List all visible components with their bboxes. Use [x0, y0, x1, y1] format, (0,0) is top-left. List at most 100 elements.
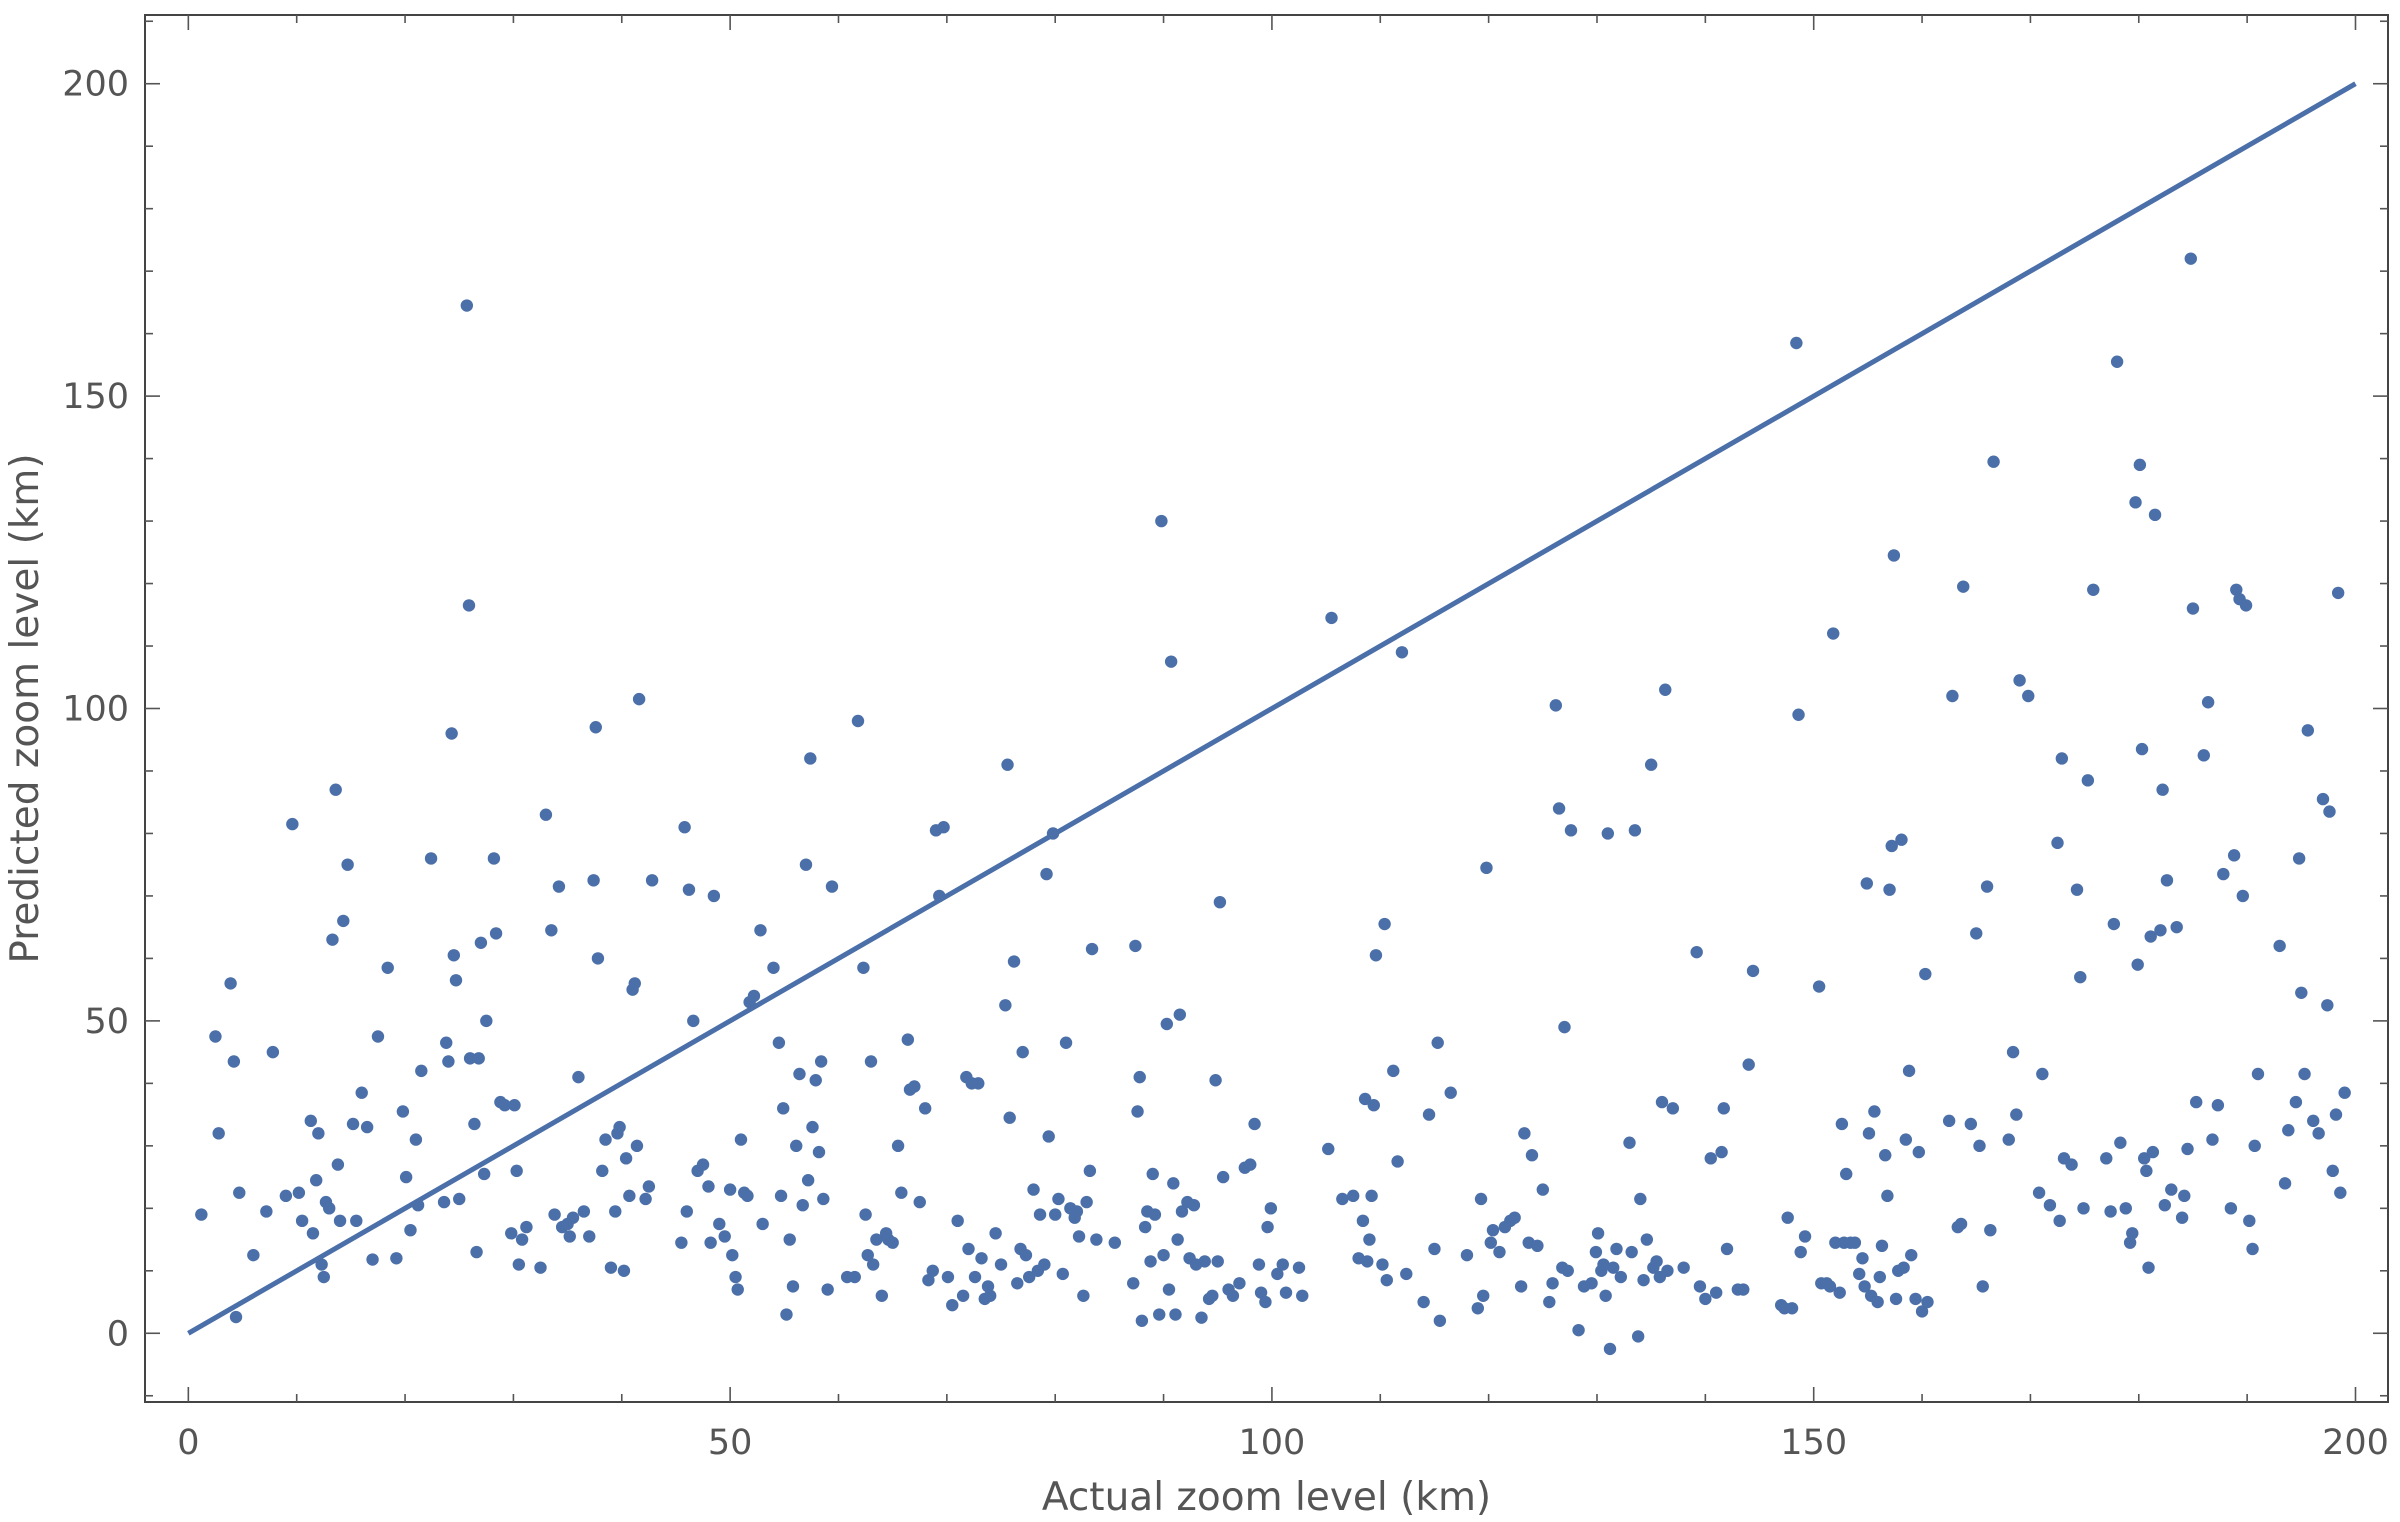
data-point	[366, 1253, 379, 1266]
data-point	[2230, 583, 2243, 596]
x-tick-label: 0	[177, 1423, 199, 1463]
data-point	[2010, 1108, 2023, 1121]
data-point	[404, 1223, 417, 1237]
data-point	[1484, 1236, 1498, 1249]
data-point	[1921, 1295, 1934, 1309]
data-point	[333, 1214, 347, 1228]
data-point	[1129, 939, 1142, 953]
data-point	[1915, 1305, 1929, 1318]
data-point	[2282, 1124, 2295, 1137]
data-point	[1631, 1330, 1645, 1343]
data-point	[1885, 839, 1898, 853]
data-point	[310, 1174, 323, 1187]
data-point	[1428, 1242, 1441, 1256]
data-point	[286, 817, 299, 831]
data-point	[1001, 758, 1014, 771]
data-point	[1546, 1277, 1559, 1290]
data-point	[2175, 1211, 2189, 1224]
data-point	[675, 1236, 688, 1249]
data-point	[1380, 1273, 1393, 1287]
data-point	[312, 1127, 325, 1140]
data-point	[1709, 1286, 1723, 1299]
data-point	[480, 1014, 493, 1028]
data-point	[260, 1205, 273, 1218]
data-point	[989, 1227, 1002, 1240]
y-tick-label: 200	[62, 65, 129, 105]
data-point	[306, 1227, 320, 1240]
data-point	[2248, 1139, 2261, 1153]
data-point	[2144, 930, 2157, 943]
data-point	[331, 1158, 345, 1171]
data-point	[247, 1248, 260, 1262]
data-point	[799, 858, 813, 871]
data-point	[1127, 1277, 1140, 1290]
data-point	[1871, 1295, 1884, 1309]
data-point	[2246, 1242, 2259, 1256]
data-point	[1206, 1289, 1219, 1302]
data-point	[355, 1086, 368, 1099]
data-point	[2114, 1136, 2127, 1149]
data-point	[1252, 1258, 1266, 1271]
data-point	[2165, 1183, 2178, 1196]
data-point	[937, 821, 950, 834]
data-point	[1655, 1095, 1669, 1109]
data-point	[360, 1120, 374, 1134]
data-point	[1970, 927, 1983, 940]
data-point	[534, 1261, 547, 1274]
data-point	[2131, 958, 2144, 971]
data-point	[1279, 1286, 1293, 1299]
data-point	[2289, 1095, 2303, 1109]
data-point	[1650, 1255, 1663, 1268]
x-axis: 0 50 100 150 200	[177, 15, 2389, 1463]
data-point	[453, 1192, 466, 1206]
data-point	[913, 1195, 926, 1209]
data-point	[1271, 1267, 1284, 1281]
data-point	[545, 924, 558, 937]
data-point	[445, 727, 458, 740]
data-point	[741, 1189, 754, 1203]
data-point	[390, 1252, 403, 1265]
data-point	[623, 1189, 636, 1203]
data-point	[1471, 1302, 1484, 1315]
data-point	[566, 1211, 580, 1224]
data-point	[926, 1264, 939, 1277]
data-point	[680, 1205, 693, 1218]
data-point	[922, 1273, 935, 1287]
data-point	[1835, 1117, 1849, 1131]
data-point	[2224, 1202, 2238, 1215]
data-point	[1881, 1189, 1894, 1203]
data-point	[1954, 1217, 1968, 1231]
data-point	[941, 1270, 955, 1284]
data-point	[857, 961, 870, 974]
data-point	[1493, 1245, 1506, 1259]
data-point	[1336, 1192, 1349, 1206]
data-point	[1781, 1211, 1794, 1224]
data-point	[951, 1214, 964, 1228]
data-point	[341, 858, 354, 871]
data-point	[1003, 1111, 1016, 1124]
data-point	[1699, 1292, 1712, 1306]
data-point	[1346, 1189, 1360, 1203]
data-point	[1175, 1205, 1189, 1218]
data-point	[2032, 1186, 2046, 1199]
data-point	[777, 1102, 790, 1115]
data-point	[1080, 1195, 1093, 1209]
data-point	[508, 1099, 521, 1112]
data-point	[1976, 1280, 1989, 1293]
data-point	[2243, 1214, 2256, 1228]
data-point	[2211, 1099, 2225, 1112]
data-point	[449, 974, 463, 987]
data-point	[1365, 1189, 1378, 1203]
data-point	[2158, 1198, 2171, 1212]
data-point	[1378, 917, 1391, 931]
data-point	[1209, 1074, 1222, 1087]
data-point	[1690, 945, 1703, 959]
data-point	[2137, 1152, 2151, 1165]
data-point	[1059, 1036, 1073, 1049]
data-point	[2273, 939, 2286, 953]
data-point	[1640, 1233, 1654, 1246]
data-point	[687, 1014, 700, 1028]
data-point	[1198, 1255, 1211, 1268]
data-point	[1322, 1142, 1335, 1156]
data-point	[783, 1233, 796, 1246]
